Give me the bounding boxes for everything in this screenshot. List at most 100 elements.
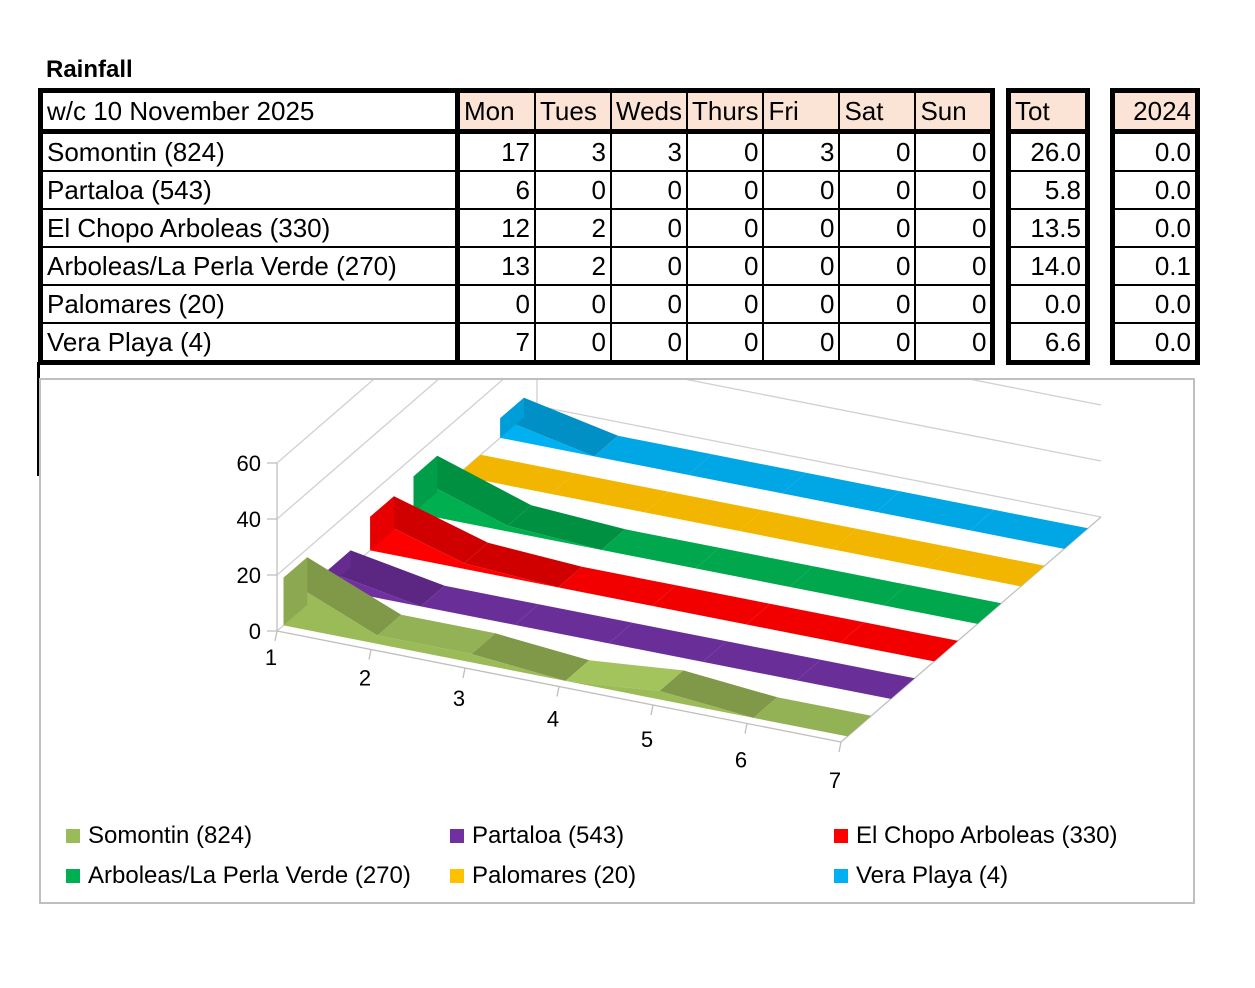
previous-year-header-row: 2024 — [1111, 89, 1199, 134]
legend-label: Partaloa (543) — [472, 822, 625, 849]
area-top — [550, 473, 669, 513]
rainfall-cell: 0 — [914, 246, 994, 286]
total-row: 0.0 — [1007, 284, 1089, 324]
area-side — [283, 557, 308, 626]
series-4 — [456, 454, 1045, 587]
x-tick — [368, 649, 372, 660]
x-tick — [650, 704, 654, 716]
area-top — [970, 509, 1088, 549]
day-header-weds: Weds — [610, 89, 688, 134]
week-label: w/c 10 November 2025 — [39, 89, 460, 134]
legend-item: Arboleas/La Perla Verde (270) — [66, 862, 411, 890]
series-3 — [413, 455, 1002, 624]
previous-year-cell: 0.0 — [1111, 208, 1199, 248]
total-cell: 0.0 — [1007, 284, 1089, 324]
total-row: 5.8 — [1007, 170, 1089, 210]
x-tick-label: 6 — [735, 748, 747, 773]
area-side — [413, 455, 438, 513]
legend-item: Palomares (20) — [450, 862, 636, 890]
area-top — [283, 557, 402, 636]
rainfall-cell: 0 — [838, 322, 917, 364]
table-header-row: w/c 10 November 2025 Mon Tues Weds Thurs Fri S… — [39, 89, 994, 134]
area-top — [326, 550, 445, 607]
rainfall-cell: 0 — [685, 208, 765, 248]
area-top — [688, 454, 806, 494]
rainfall-cell: 0 — [838, 246, 917, 286]
rainfall-cell: 0 — [534, 322, 612, 364]
day-header-mon: Mon — [456, 89, 536, 134]
day-header-fri: Fri — [762, 89, 841, 134]
station-name: Vera Playa (4) — [39, 322, 460, 364]
area-top — [746, 603, 864, 643]
previous-year-cell: 0.0 — [1111, 284, 1199, 324]
rainfall-cell: 0 — [838, 208, 917, 248]
area-top — [601, 529, 720, 569]
area-top — [832, 528, 951, 568]
rainfall-cell: 0 — [838, 170, 917, 210]
legend-label: Somontin (824) — [88, 822, 253, 849]
table-row: El Chopo Arboleas (330) 12 2 0 0 0 0 0 — [39, 208, 994, 248]
area-top — [565, 660, 684, 691]
rainfall-cell: 0 — [534, 284, 612, 324]
rainfall-cell: 0 — [762, 284, 841, 324]
rainfall-cell: 6 — [456, 170, 536, 210]
legend-item: Vera Playa (4) — [834, 862, 1008, 890]
area-side — [370, 496, 394, 551]
area-top — [594, 435, 712, 475]
previous-year-row: 0.0 — [1111, 208, 1199, 248]
area-top — [883, 584, 1002, 624]
rainfall-cell: 0 — [610, 170, 688, 210]
x-tick — [744, 723, 748, 734]
y-tick-label: 0 — [249, 619, 261, 644]
area-top — [471, 633, 590, 681]
rainfall-cell: 2 — [534, 246, 612, 286]
chart-area: 0 20 40 60 1 2 3 4 5 6 7 — [39, 378, 1195, 904]
station-name: Palomares (20) — [39, 284, 460, 324]
area-top — [514, 604, 633, 644]
area-top — [456, 454, 575, 494]
rainfall-cell: 0 — [762, 322, 841, 364]
rainfall-cell: 7 — [456, 322, 536, 364]
previous-year-cell: 0.1 — [1111, 246, 1199, 286]
series-0 — [283, 557, 872, 737]
table-row: Partaloa (543) 6 0 0 0 0 0 0 — [39, 170, 994, 210]
total-cell: 6.6 — [1007, 322, 1089, 364]
legend-label: Vera Playa (4) — [856, 862, 1009, 889]
previous-year-row: 0.0 — [1111, 322, 1199, 364]
area-top — [652, 585, 770, 625]
rainfall-cell: 0 — [914, 130, 994, 172]
area-top — [753, 697, 872, 737]
total-cell: 5.8 — [1007, 170, 1089, 210]
x-tick-label: 7 — [829, 768, 841, 793]
rainfall-cell: 0 — [456, 284, 536, 324]
table-row: Palomares (20) 0 0 0 0 0 0 0 — [39, 284, 994, 324]
area-top — [644, 491, 763, 531]
previous-year-header: 2024 — [1111, 89, 1199, 134]
rainfall-cell: 3 — [610, 130, 688, 172]
rainfall-cell: 0 — [610, 284, 688, 324]
total-cell: 14.0 — [1007, 246, 1089, 286]
area-top — [464, 542, 582, 588]
legend-item: Partaloa (543) — [450, 822, 624, 850]
area-top — [789, 566, 908, 606]
legend-swatch — [450, 869, 464, 883]
area-top — [370, 496, 488, 564]
total-table: Tot 26.0 5.8 13.5 14.0 0.0 6.6 — [1006, 88, 1090, 365]
previous-year-row: 0.0 — [1111, 130, 1199, 172]
gridline — [276, 380, 1102, 576]
table-row: Vera Playa (4) 7 0 0 0 0 0 0 — [39, 322, 994, 364]
depth-axis-line — [840, 516, 1102, 743]
legend-item: El Chopo Arboleas (330) — [834, 822, 1118, 850]
station-name: Somontin (824) — [39, 130, 460, 172]
rainfall-cell: 0 — [685, 246, 765, 286]
area-top — [420, 585, 539, 625]
previous-year-row: 0.0 — [1111, 170, 1199, 210]
series-5 — [500, 397, 1088, 549]
day-header-thurs: Thurs — [685, 89, 765, 134]
rainfall-cell: 0 — [762, 170, 841, 210]
rainfall-cell: 0 — [534, 170, 612, 210]
rainfall-cell: 0 — [685, 130, 765, 172]
series-1 — [326, 550, 915, 699]
rainfall-cell: 0 — [762, 208, 841, 248]
x-tick — [556, 686, 560, 697]
